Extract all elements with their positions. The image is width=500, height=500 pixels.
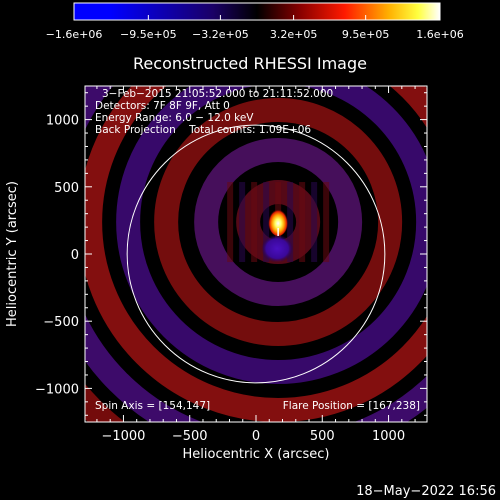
annotation-method-counts: Back Projection Total counts: 1.09E+06 [95,124,311,136]
colorbar-tick-label: 9.5e+05 [342,28,389,41]
fringe-streak [299,182,306,263]
colorbar-tick-label: −1.6e+06 [46,28,103,41]
y-axis-label: Heliocentric Y (arcsec) [5,181,20,327]
x-tick-label: 500 [310,429,335,444]
annotation-time-range: 3−Feb−2015 21:05:52.000 to 21:11:52.000 [102,88,333,100]
flare-source [268,208,289,237]
y-tick-label: −1000 [35,382,79,397]
fringe-ring [194,138,363,307]
flare-position-label: Flare Position = [167,238] [283,400,420,412]
solar-disk-outline [126,124,386,384]
fringe-streak [227,182,234,263]
colorbar-ticks: −1.6e+06 −9.5e+05 −3.2e+05 3.2e+05 9.5e+05 1.… [46,15,464,41]
spin-axis-label: Spin Axis = [154,147] [95,400,210,412]
fringe-streak [323,182,330,263]
fringe-ring [116,86,427,384]
y-tick-label: −500 [43,315,79,330]
fringe-streak [287,182,294,263]
x-tick-label: −1000 [101,429,145,444]
colorbar-gradient [74,3,440,20]
colorbar-frame [73,2,441,21]
fringe-ring [154,98,403,347]
fringe-ring [85,86,427,422]
y-axis-ticks: −1000 −500 0 500 1000 [35,92,427,416]
chart-title: Reconstructed RHESSI Image [133,54,367,73]
colorbar: −1.6e+06 −9.5e+05 −3.2e+05 3.2e+05 9.5e+05 1.… [46,2,464,41]
colorbar-tick-label: −3.2e+05 [192,28,249,41]
x-tick-label: 1000 [372,429,405,444]
y-tick-label: 0 [71,248,79,263]
y-tick-label: 1000 [46,114,79,129]
colorbar-tick-label: 3.2e+05 [270,28,317,41]
annotation-detectors: Detectors: 7F 8F 9F, Att 0 [95,100,230,112]
x-tick-label: −500 [172,429,208,444]
x-axis-ticks: −1000 −500 0 500 1000 [96,86,416,444]
fringe-streak [311,182,318,263]
x-axis-label: Heliocentric X (arcsec) [183,447,330,462]
negative-lobe [261,234,294,263]
fringe-streak [251,182,258,263]
fringe-streak [263,182,270,263]
annotation-energy-range: Energy Range: 6.0 − 12.0 keV [95,112,254,124]
colorbar-tick-label: −9.5e+05 [120,28,177,41]
fringe-streak [239,182,246,263]
y-tick-label: 500 [54,181,79,196]
colorbar-tick-label: 1.6e+06 [416,28,463,41]
footer-date: 18−May−2022 16:56 [356,484,496,499]
x-tick-label: 0 [252,429,260,444]
